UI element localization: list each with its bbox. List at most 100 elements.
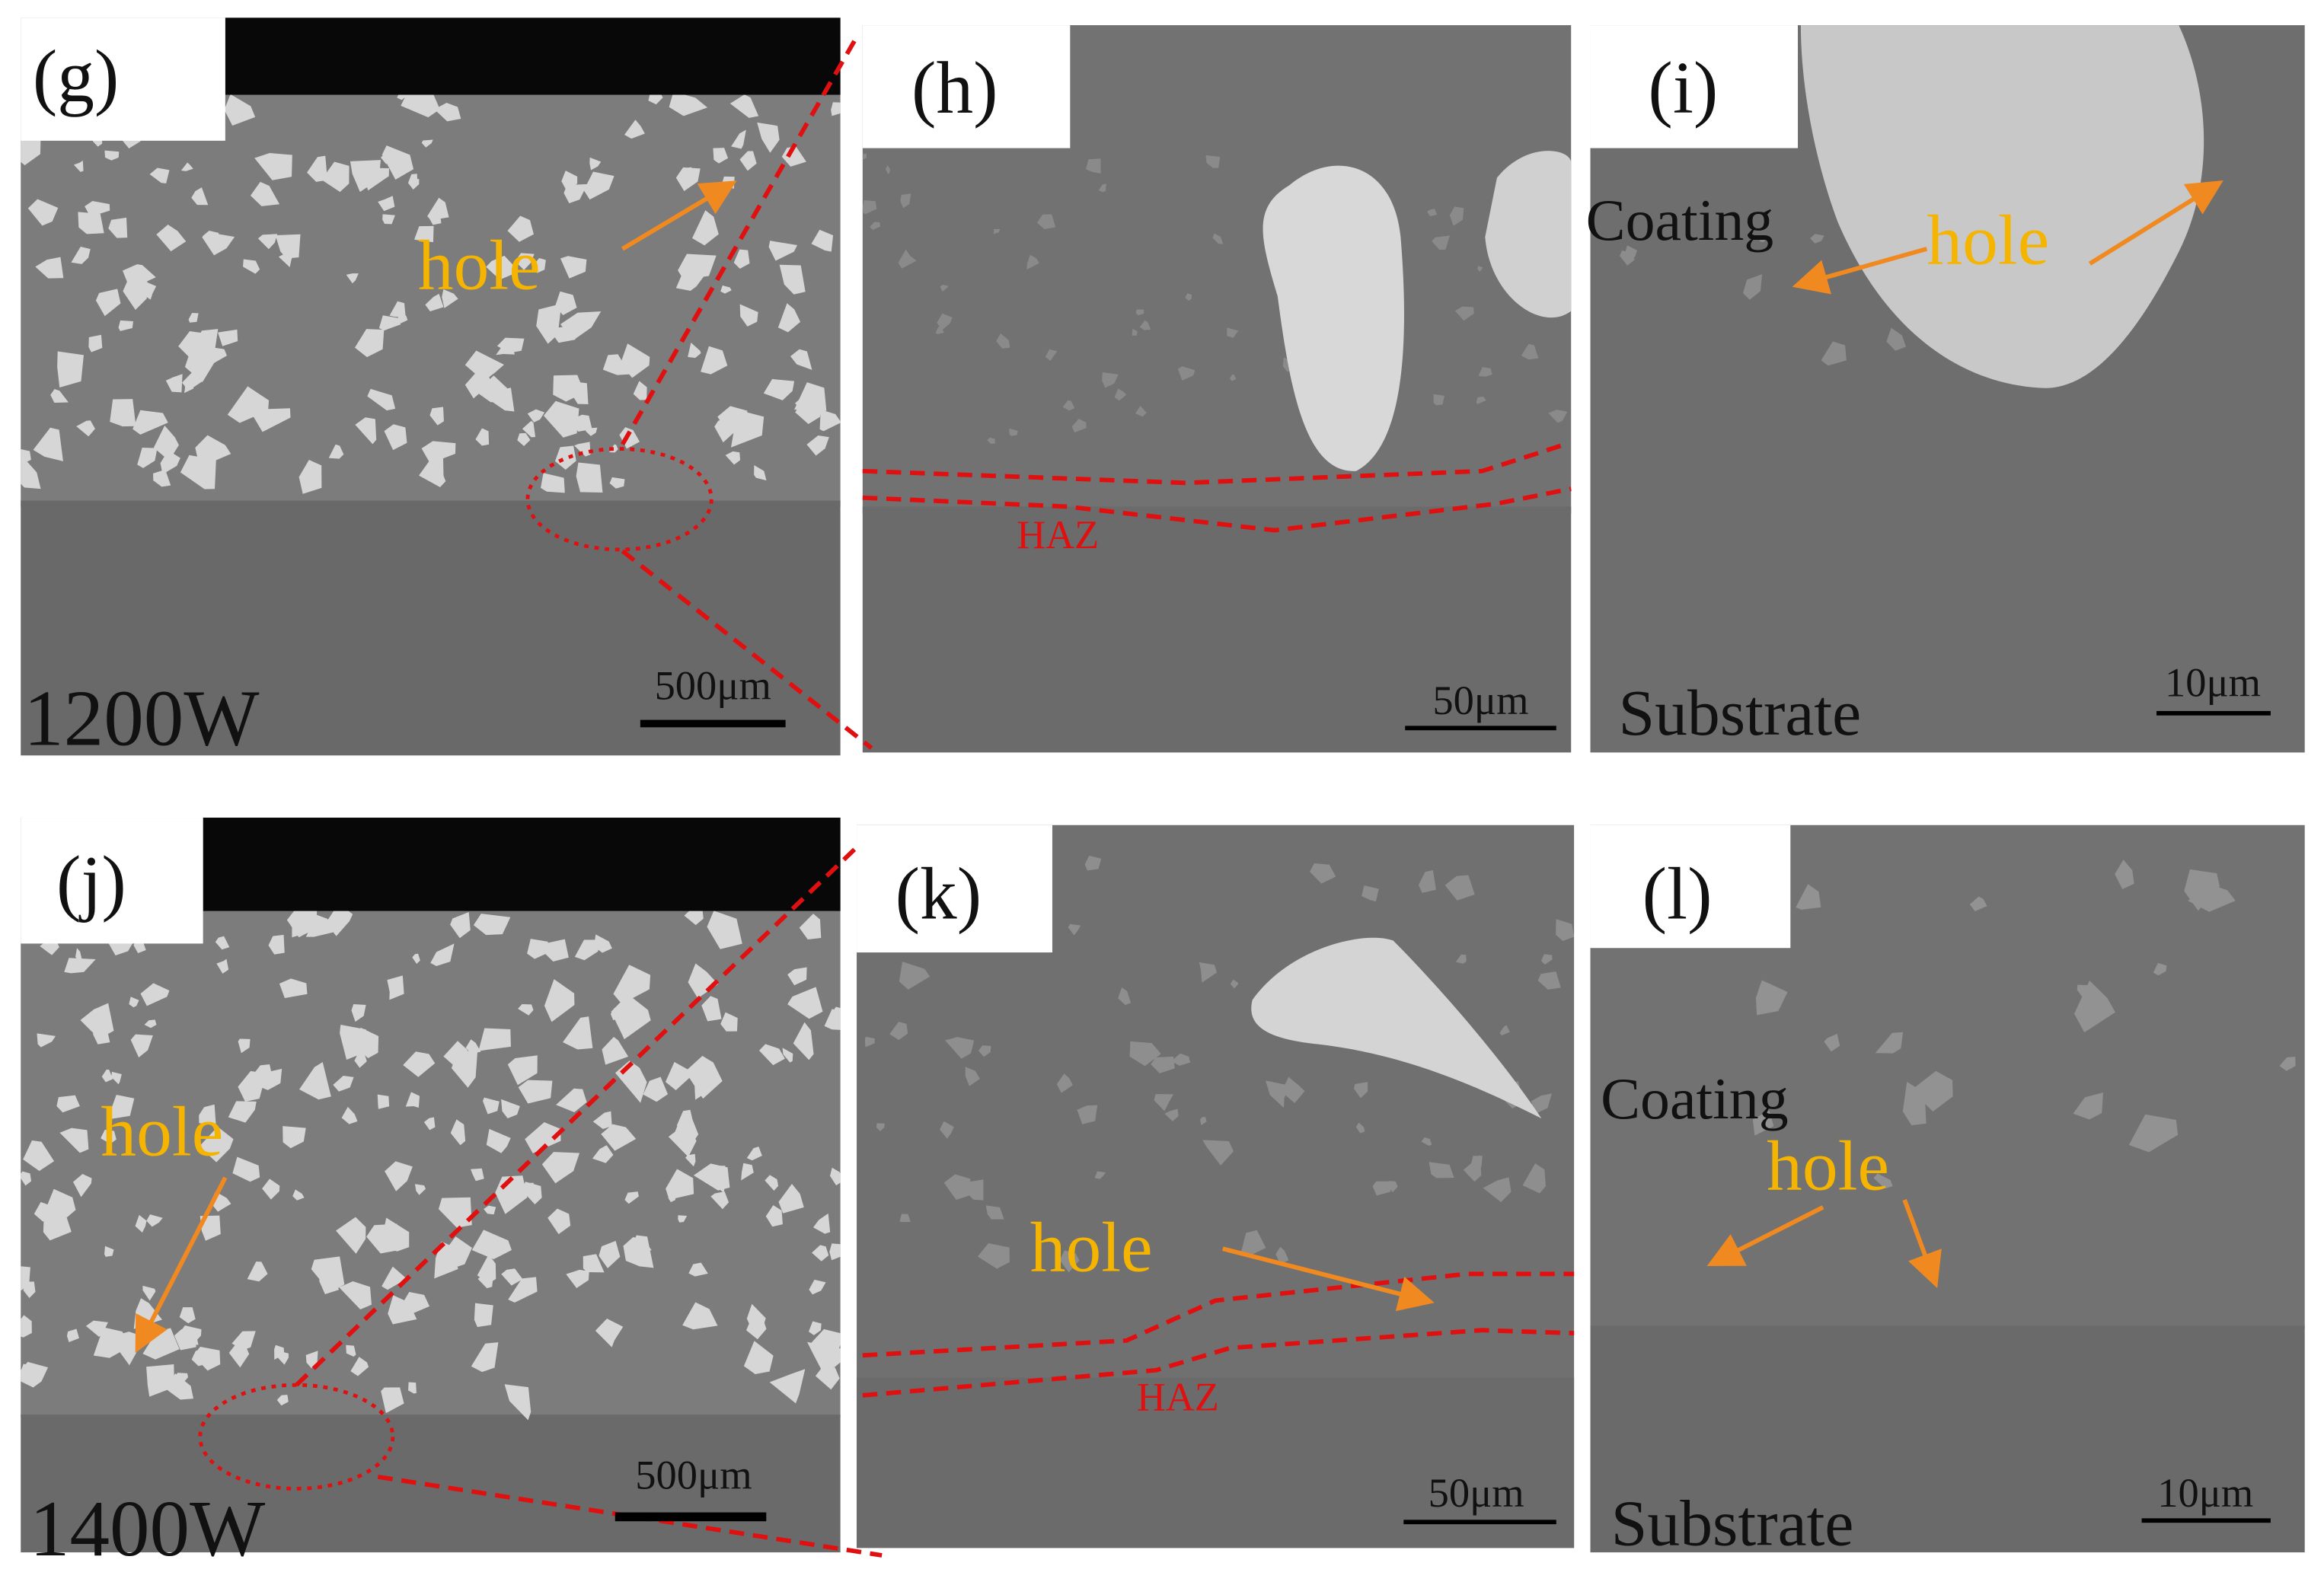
particle	[778, 1183, 804, 1214]
particle	[76, 420, 95, 437]
particle	[592, 1145, 614, 1163]
particle	[668, 1127, 697, 1157]
annotation: hole	[1767, 1127, 1889, 1205]
particle	[601, 1124, 637, 1151]
particle	[978, 1045, 991, 1057]
particle	[781, 146, 806, 167]
particle	[355, 417, 377, 445]
particle	[425, 293, 444, 311]
particle	[23, 1140, 55, 1172]
particle	[362, 167, 389, 191]
annotation: Substrate	[1619, 677, 1862, 749]
particle	[1045, 349, 1058, 361]
particle	[666, 1169, 694, 1200]
particle	[739, 304, 758, 327]
particle	[768, 241, 797, 261]
particle	[2115, 860, 2134, 889]
particle	[412, 953, 420, 965]
particle	[478, 1028, 511, 1051]
particle	[553, 325, 576, 343]
particle	[763, 378, 795, 400]
particle	[166, 1373, 194, 1400]
scale-bar-label: 500μm	[635, 1451, 752, 1497]
particle	[1229, 374, 1237, 381]
particle	[1809, 234, 1824, 244]
particle	[149, 167, 170, 183]
panel-label: (h)	[911, 47, 998, 129]
particle	[482, 1097, 500, 1115]
particle	[274, 1344, 285, 1360]
particle	[262, 1179, 280, 1200]
particle	[438, 1197, 472, 1228]
particle	[977, 1243, 1010, 1269]
particle	[305, 1351, 318, 1368]
particle	[793, 1022, 814, 1061]
annotation: hole	[101, 1093, 223, 1172]
particle	[898, 249, 917, 269]
particle	[129, 997, 139, 1008]
particle	[471, 1230, 512, 1260]
particle	[544, 979, 575, 1022]
particle	[1537, 971, 1561, 990]
particle	[283, 1126, 306, 1149]
particle	[415, 1184, 426, 1195]
particle	[965, 1067, 980, 1086]
particle	[876, 1123, 885, 1131]
particle	[688, 343, 701, 359]
particle	[276, 1395, 289, 1406]
particle	[354, 1049, 367, 1068]
particle	[1071, 419, 1087, 433]
particle	[937, 313, 953, 330]
particle	[525, 1122, 561, 1153]
particle	[470, 1168, 484, 1182]
particle	[381, 1217, 410, 1252]
particle	[518, 1080, 553, 1104]
particle	[741, 1163, 754, 1181]
particle	[515, 253, 535, 270]
particle	[1094, 1171, 1106, 1179]
particle	[943, 1174, 971, 1201]
particle	[250, 181, 280, 206]
particle	[1432, 235, 1450, 250]
particle	[408, 1382, 417, 1394]
particle	[27, 199, 59, 226]
particle	[1821, 341, 1847, 366]
particle	[688, 963, 719, 999]
particle	[423, 1117, 436, 1131]
particle	[450, 911, 471, 939]
particle	[378, 315, 401, 331]
particle	[592, 1111, 612, 1130]
particle	[429, 407, 444, 426]
particle	[870, 222, 881, 230]
particle	[142, 1285, 156, 1301]
particle	[518, 1003, 534, 1016]
particle	[421, 441, 456, 464]
particle	[799, 914, 822, 939]
particle	[179, 1327, 199, 1345]
particle	[643, 1076, 669, 1102]
particle	[779, 264, 806, 295]
particle	[1275, 1246, 1289, 1265]
particle	[754, 464, 767, 481]
particle	[350, 1357, 369, 1376]
particle	[900, 193, 911, 209]
particle	[808, 1321, 822, 1335]
panel-label: (i)	[1648, 47, 1718, 129]
particle	[57, 351, 84, 388]
particle	[547, 1208, 571, 1235]
particle	[473, 914, 511, 936]
particle	[1499, 1025, 1510, 1036]
particle	[1062, 400, 1075, 411]
particle	[477, 1271, 494, 1289]
particle	[180, 455, 216, 490]
particle	[215, 936, 230, 950]
particle	[685, 1153, 696, 1167]
particle	[1185, 293, 1192, 301]
particle	[160, 450, 180, 475]
particle	[182, 370, 205, 391]
particle	[34, 1201, 50, 1222]
particle	[339, 1281, 372, 1309]
particle	[819, 409, 841, 432]
particle	[522, 420, 536, 438]
particle	[1911, 1070, 1953, 1112]
